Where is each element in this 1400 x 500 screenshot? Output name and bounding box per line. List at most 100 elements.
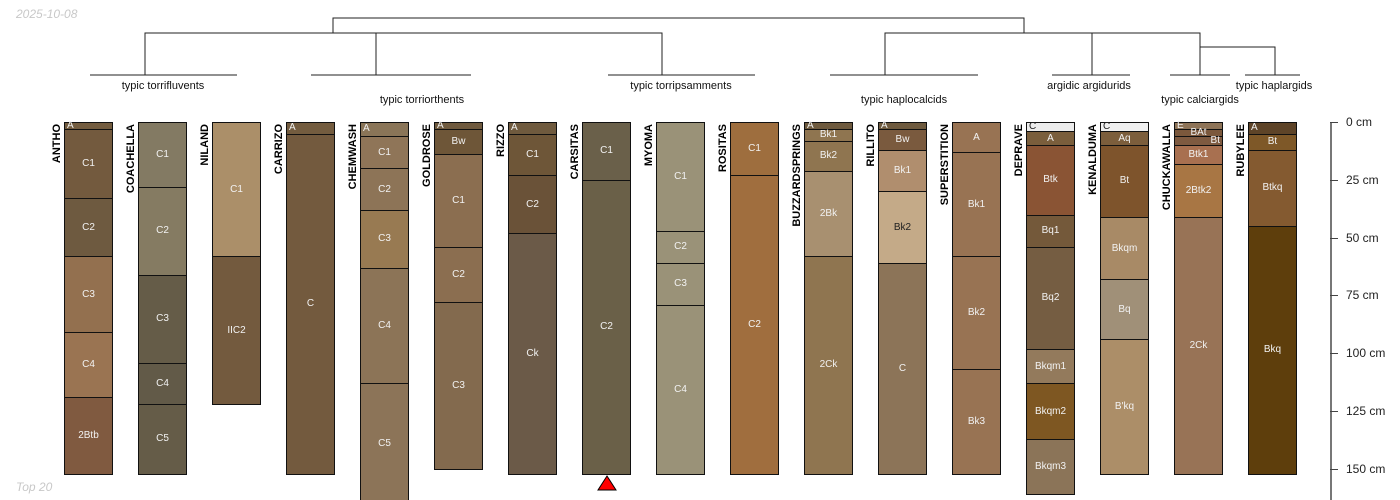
dendrogram-left-branch bbox=[144, 32, 663, 75]
profile-name: RUBYLEE bbox=[1235, 124, 1247, 177]
horizon: 2Btb bbox=[64, 397, 113, 475]
footer-stamp: Top 20 bbox=[16, 480, 53, 494]
profile-name: RIZZO bbox=[495, 124, 507, 157]
horizon: C5 bbox=[138, 404, 187, 475]
horizon: C1 bbox=[64, 128, 113, 200]
horizon: C2 bbox=[656, 230, 705, 265]
horizon: Bk2 bbox=[878, 191, 927, 265]
axis-tick-label: 0 cm bbox=[1346, 115, 1373, 129]
profile-name: BUZZARDSPRINGS bbox=[791, 124, 803, 227]
horizon: Bk1 bbox=[952, 152, 1001, 258]
axis-tick-label: 150 cm bbox=[1346, 461, 1386, 476]
profile-name: NILAND bbox=[199, 124, 211, 166]
horizon: C2 bbox=[360, 168, 409, 211]
taxon-label: typic haplargids bbox=[1235, 80, 1313, 92]
profile-name: ROSITAS bbox=[717, 124, 729, 173]
profile-name: MYOMA bbox=[643, 124, 655, 167]
horizon: A bbox=[360, 122, 409, 137]
horizon: C3 bbox=[64, 256, 113, 334]
horizon: Bkqm1 bbox=[1026, 348, 1075, 385]
horizon: C1 bbox=[212, 122, 261, 258]
horizon: Bk3 bbox=[952, 369, 1001, 475]
horizon: Btkq bbox=[1248, 149, 1297, 228]
horizon: 2Btk2 bbox=[1174, 163, 1223, 218]
profile-name: CARRIZO bbox=[273, 124, 285, 175]
axis-tick bbox=[1330, 122, 1338, 123]
axis-tick bbox=[1330, 468, 1338, 470]
horizon: C2 bbox=[64, 198, 113, 258]
horizon: C1 bbox=[508, 133, 557, 177]
horizon: Bkqm3 bbox=[1026, 438, 1075, 496]
horizon: C4 bbox=[64, 332, 113, 399]
profile-name: COACHELLA bbox=[125, 124, 137, 194]
horizon: Bq2 bbox=[1026, 246, 1075, 350]
horizon: Bkqm2 bbox=[1026, 383, 1075, 440]
horizon: 2Ck bbox=[1174, 216, 1223, 475]
horizon: Bkqm bbox=[1100, 216, 1149, 281]
horizon: C2 bbox=[508, 175, 557, 234]
horizon: C1 bbox=[434, 154, 483, 248]
horizon: Ck bbox=[508, 233, 557, 475]
horizon: Bk2 bbox=[952, 256, 1001, 371]
horizon: C1 bbox=[360, 135, 409, 170]
taxon-label: typic haplocalcids bbox=[860, 94, 948, 106]
horizon: C3 bbox=[138, 274, 187, 364]
horizon: Bt bbox=[1248, 133, 1297, 151]
horizon: Bk1 bbox=[878, 149, 927, 193]
profile-name: CARSITAS bbox=[569, 124, 581, 180]
axis-tick-label: 50 cm bbox=[1346, 230, 1379, 245]
profile-name: SUPERSTITION bbox=[939, 124, 951, 206]
dendrogram-right-branch bbox=[884, 32, 1276, 75]
horizon: C4 bbox=[656, 304, 705, 475]
axis-tick-label: 125 cm bbox=[1346, 404, 1386, 419]
horizon: C3 bbox=[656, 263, 705, 306]
horizon: C2 bbox=[138, 186, 187, 276]
axis-tick-label: 25 cm bbox=[1346, 172, 1379, 187]
profile-name: DEPRAVE bbox=[1013, 124, 1025, 177]
profile-name: CHEMWASH bbox=[347, 124, 359, 190]
horizon: Bt bbox=[1100, 145, 1149, 218]
taxon-label: typic calciargids bbox=[1161, 94, 1239, 106]
horizon: Aq bbox=[1100, 131, 1149, 147]
horizon: C2 bbox=[434, 246, 483, 304]
horizon: 2Ck bbox=[804, 256, 853, 475]
axis-tick bbox=[1330, 237, 1338, 239]
horizon: C3 bbox=[360, 209, 409, 269]
horizon: C bbox=[286, 133, 335, 475]
axis-tick bbox=[1330, 179, 1338, 181]
profile-name: KENALDUMA bbox=[1087, 124, 1099, 195]
axis-tick bbox=[1330, 411, 1338, 413]
axis-line bbox=[1330, 122, 1332, 500]
profile-name: CHUCKAWALLA bbox=[1161, 124, 1173, 211]
date-stamp: 2025-10-08 bbox=[16, 7, 78, 21]
horizon: C4 bbox=[138, 362, 187, 406]
horizon: C2 bbox=[582, 179, 631, 475]
horizon: Bq1 bbox=[1026, 214, 1075, 248]
horizon: C4 bbox=[360, 267, 409, 385]
horizon: Bq bbox=[1100, 279, 1149, 341]
horizon: Bk2 bbox=[804, 140, 853, 172]
axis-tick bbox=[1330, 295, 1338, 297]
horizon: Btk bbox=[1026, 145, 1075, 216]
horizon: Btk1 bbox=[1174, 145, 1223, 165]
horizon: C3 bbox=[434, 302, 483, 470]
horizon: A bbox=[952, 122, 1001, 154]
horizon: Bw bbox=[434, 128, 483, 156]
horizon: C2 bbox=[730, 175, 779, 475]
axis-tick-label: 100 cm bbox=[1346, 346, 1386, 361]
axis-tick-label: 75 cm bbox=[1346, 288, 1379, 303]
horizon: Bw bbox=[878, 128, 927, 151]
highlight-triangle-icon bbox=[596, 475, 617, 491]
horizon: C bbox=[878, 263, 927, 475]
profile-name: GOLDROSE bbox=[421, 124, 433, 187]
axis-tick bbox=[1330, 353, 1338, 355]
horizon: B'kq bbox=[1100, 339, 1149, 475]
taxon-label: argidic argidurids bbox=[1047, 80, 1131, 92]
taxon-label: typic torripsamments bbox=[630, 80, 732, 92]
horizon: Bkq bbox=[1248, 226, 1297, 475]
dendrogram-root bbox=[332, 17, 1025, 33]
horizon: C1 bbox=[138, 122, 187, 188]
horizon: C1 bbox=[582, 122, 631, 181]
